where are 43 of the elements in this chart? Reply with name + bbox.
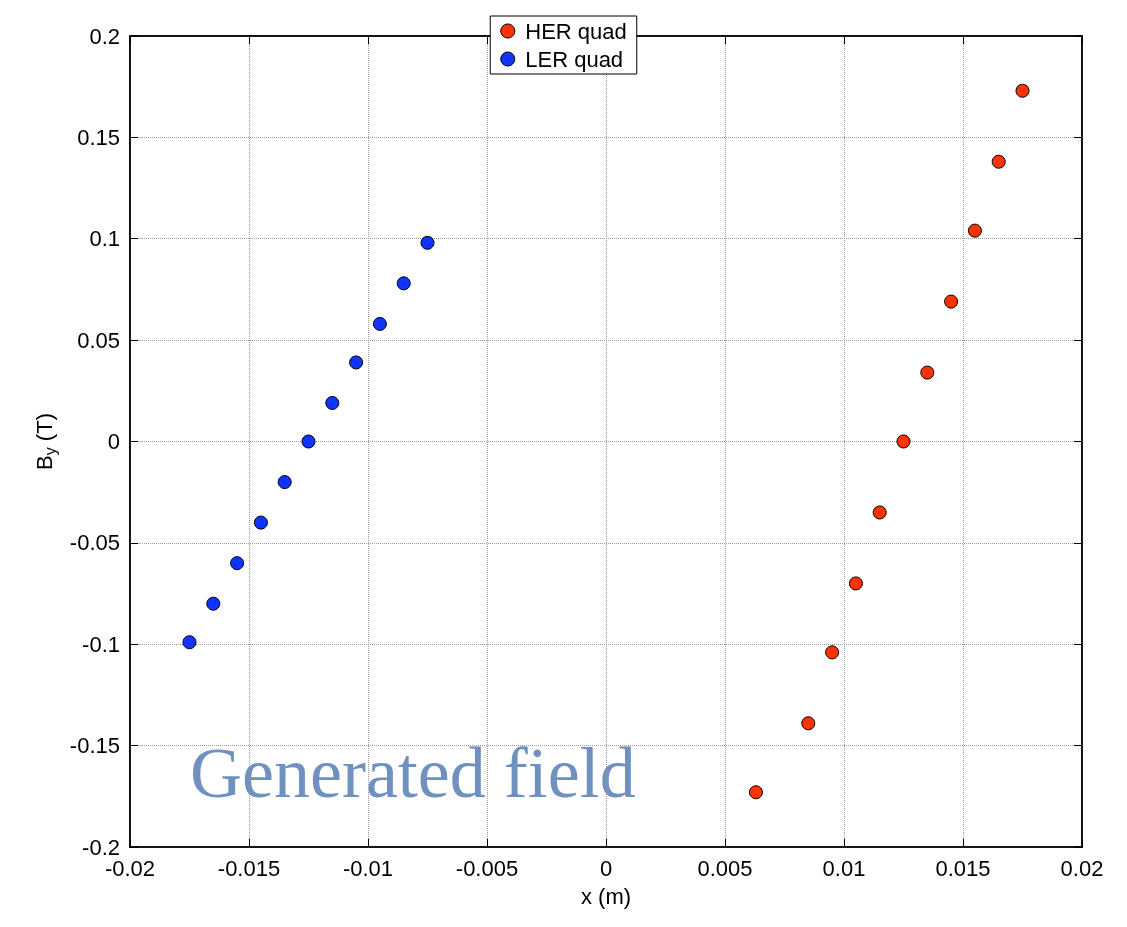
x-axis-title: x (m) bbox=[580, 883, 632, 909]
x-tick-label: 0 bbox=[599, 855, 613, 881]
point bbox=[372, 316, 387, 331]
y-tick-label: 0.1 bbox=[89, 226, 120, 252]
y-tick-label: 0.15 bbox=[77, 124, 120, 150]
point bbox=[206, 596, 221, 611]
point bbox=[848, 576, 863, 591]
x-tick-label: -0.01 bbox=[342, 855, 394, 881]
y-tick-label: -0.05 bbox=[69, 530, 120, 556]
point bbox=[944, 294, 959, 309]
point bbox=[825, 645, 840, 660]
point bbox=[801, 716, 816, 731]
point bbox=[896, 434, 911, 449]
point bbox=[872, 505, 887, 520]
point bbox=[1015, 83, 1030, 98]
point bbox=[301, 434, 316, 449]
point bbox=[420, 235, 435, 250]
x-tick-label: 0.015 bbox=[935, 855, 991, 881]
legend-label: HER quad bbox=[525, 18, 627, 44]
x-tick-label: -0.015 bbox=[217, 855, 281, 881]
y-tick-label: -0.15 bbox=[69, 733, 120, 759]
point bbox=[277, 475, 292, 490]
x-tick-label: 0.01 bbox=[822, 855, 866, 881]
x-tick-label: 0.005 bbox=[697, 855, 753, 881]
y-tick-label: 0.2 bbox=[89, 23, 120, 49]
y-axis-title: By (T) bbox=[31, 413, 59, 470]
y-tick-label: 0 bbox=[107, 429, 120, 454]
point bbox=[349, 355, 364, 370]
y-tick-label: 0.05 bbox=[77, 327, 120, 353]
y-tick-label: -0.1 bbox=[82, 631, 120, 657]
point bbox=[920, 365, 935, 380]
annotation: Generated field bbox=[190, 733, 636, 813]
point bbox=[396, 276, 411, 291]
point bbox=[991, 154, 1006, 169]
point bbox=[182, 635, 197, 650]
point bbox=[748, 785, 763, 800]
point bbox=[967, 223, 982, 238]
point bbox=[253, 515, 268, 530]
x-tick-label: -0.005 bbox=[455, 855, 519, 881]
legend-label: LER quad bbox=[525, 46, 624, 72]
x-tick-label: 0.02 bbox=[1060, 855, 1104, 881]
point bbox=[325, 395, 340, 410]
point bbox=[230, 556, 245, 571]
